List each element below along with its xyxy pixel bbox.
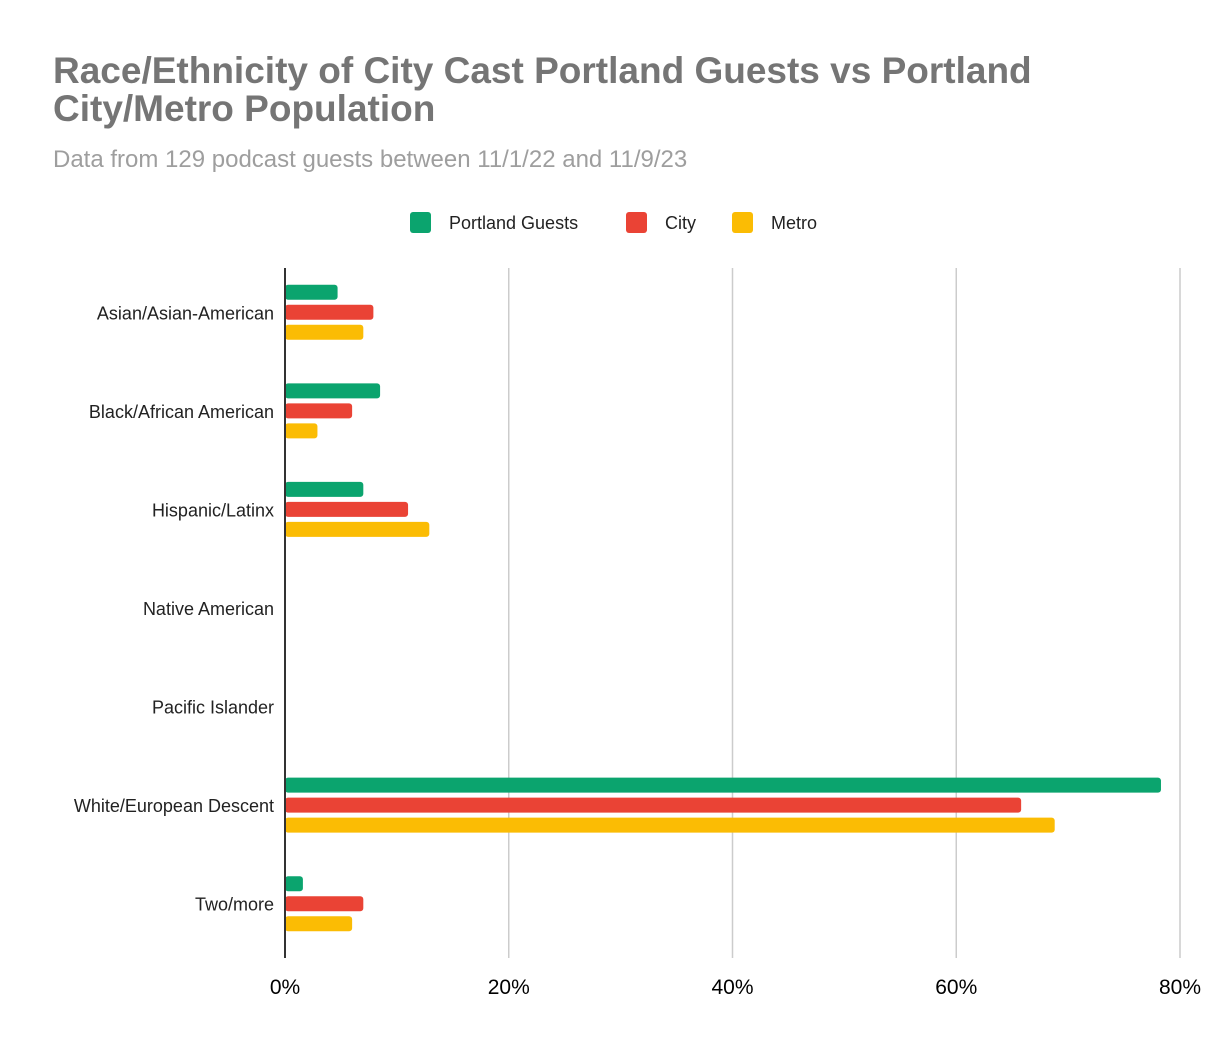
- bar-portland-guests: [285, 284, 338, 300]
- chart-subtitle: Data from 129 podcast guests between 11/…: [53, 146, 688, 173]
- y-category-label: Black/African American: [89, 402, 274, 422]
- bar-metro: [285, 324, 364, 340]
- x-tick-label: 80%: [1159, 976, 1201, 999]
- bar-portland-guests: [285, 777, 1161, 793]
- legend-label: Metro: [771, 213, 817, 233]
- bar-metro: [285, 916, 353, 932]
- chart-title: Race/Ethnicity of City Cast Portland Gue…: [53, 50, 1032, 129]
- y-category-label: Pacific Islander: [152, 698, 274, 718]
- y-category-label: Native American: [143, 599, 274, 619]
- bar-city: [285, 797, 1022, 813]
- bar-city: [285, 304, 374, 320]
- legend-swatch: [626, 212, 647, 233]
- bar-metro: [285, 423, 318, 439]
- legend-label: City: [665, 213, 696, 233]
- x-tick-label: 40%: [711, 976, 753, 999]
- x-tick-label: 20%: [488, 976, 530, 999]
- x-tick-label: 0%: [270, 976, 300, 999]
- bar-metro: [285, 817, 1055, 833]
- bar-city: [285, 896, 364, 912]
- legend-swatch: [410, 212, 431, 233]
- y-category-label: Two/more: [195, 895, 274, 915]
- bar-portland-guests: [285, 481, 364, 497]
- bar-portland-guests: [285, 876, 303, 892]
- bar-portland-guests: [285, 383, 381, 399]
- bar-city: [285, 501, 409, 517]
- legend-swatch: [732, 212, 753, 233]
- x-tick-label: 60%: [935, 976, 977, 999]
- y-category-label: Asian/Asian-American: [97, 303, 274, 323]
- bar-metro: [285, 521, 430, 537]
- y-category-label: Hispanic/Latinx: [152, 500, 274, 520]
- legend-label: Portland Guests: [449, 213, 578, 233]
- y-category-label: White/European Descent: [74, 796, 274, 816]
- bar-city: [285, 403, 353, 419]
